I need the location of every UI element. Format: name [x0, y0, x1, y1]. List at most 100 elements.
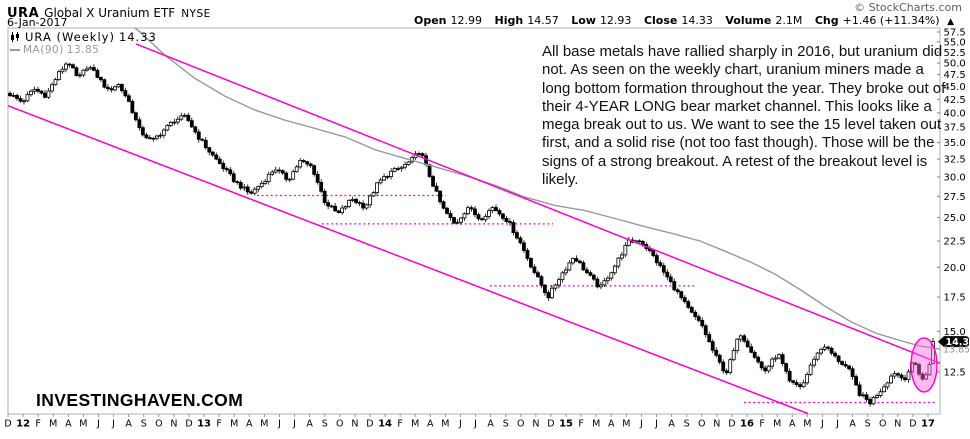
series-legend-label: URA (Weekly)	[25, 30, 115, 44]
change-up-arrow-icon: ▲	[947, 17, 954, 27]
svg-text:M: M	[441, 419, 449, 430]
close-label: Close	[643, 14, 678, 27]
svg-text:N: N	[351, 419, 358, 430]
svg-text:15.0: 15.0	[944, 327, 966, 338]
svg-text:42.5: 42.5	[944, 95, 966, 106]
svg-text:37.5: 37.5	[944, 123, 966, 134]
svg-text:14: 14	[378, 419, 392, 430]
stockcharts-copyright: © StockCharts.com	[854, 1, 962, 14]
close-value: 14.33	[681, 14, 713, 27]
svg-text:50.0: 50.0	[944, 59, 966, 70]
low-label: Low	[571, 14, 596, 27]
svg-text:D: D	[366, 419, 373, 430]
series-legend: URA (Weekly) 14.33	[10, 30, 157, 44]
svg-text:D: D	[185, 419, 192, 430]
ma-legend-value: 13.85	[66, 44, 100, 56]
svg-text:M: M	[260, 419, 268, 430]
svg-text:N: N	[532, 419, 539, 430]
svg-text:17.5: 17.5	[944, 293, 966, 304]
svg-text:A: A	[608, 419, 615, 430]
svg-text:13: 13	[197, 419, 211, 430]
svg-text:22.5: 22.5	[944, 237, 966, 248]
svg-text:N: N	[894, 419, 901, 430]
svg-text:45.0: 45.0	[944, 82, 966, 93]
svg-text:S: S	[503, 419, 509, 430]
svg-text:A: A	[427, 419, 434, 430]
svg-text:J: J	[473, 419, 477, 430]
svg-text:A: A	[849, 419, 856, 430]
svg-text:O: O	[155, 419, 162, 430]
chart-date: 6-Jan-2017	[7, 16, 68, 29]
chart-header: URA Global X Uranium ETF NYSE	[7, 2, 211, 21]
svg-text:M: M	[230, 419, 238, 430]
svg-text:D: D	[728, 419, 735, 430]
svg-text:J: J	[277, 419, 281, 430]
svg-text:A: A	[65, 419, 72, 430]
high-label: High	[494, 14, 524, 27]
svg-text:J: J	[835, 419, 839, 430]
svg-text:M: M	[622, 419, 630, 430]
svg-text:N: N	[170, 419, 177, 430]
svg-text:J: J	[654, 419, 658, 430]
investinghaven-watermark: INVESTINGHAVEN.COM	[36, 390, 244, 410]
svg-text:30.0: 30.0	[944, 172, 966, 183]
svg-text:F: F	[35, 419, 40, 430]
svg-text:M: M	[79, 419, 87, 430]
svg-text:M: M	[411, 419, 419, 430]
svg-text:M: M	[803, 419, 811, 430]
svg-text:J: J	[639, 419, 643, 430]
svg-text:A: A	[789, 419, 796, 430]
exchange-label: NYSE	[181, 8, 211, 20]
svg-text:52.5: 52.5	[944, 48, 966, 59]
svg-text:A: A	[125, 419, 132, 430]
line-swatch-icon	[10, 49, 20, 51]
svg-text:S: S	[141, 419, 147, 430]
ticker-symbol: URA	[7, 6, 40, 21]
svg-text:12: 12	[16, 419, 30, 430]
svg-text:25.0: 25.0	[944, 213, 966, 224]
low-value: 12.93	[599, 14, 632, 27]
svg-text:A: A	[487, 419, 494, 430]
svg-text:S: S	[322, 419, 328, 430]
svg-text:17: 17	[921, 419, 935, 430]
change-value: +1.46 (+11.34%)	[842, 14, 940, 27]
quote-summary-row: Open 12.99 High 14.57 Low 12.93 Close 14.33 …	[414, 14, 954, 27]
candlestick-icon	[11, 32, 19, 42]
svg-text:F: F	[578, 419, 583, 430]
svg-text:16: 16	[740, 419, 754, 430]
svg-text:14.33: 14.33	[946, 337, 970, 348]
svg-text:A: A	[246, 419, 253, 430]
svg-text:D: D	[4, 419, 11, 430]
svg-text:M: M	[773, 419, 781, 430]
svg-text:A: A	[668, 419, 675, 430]
security-name: Global X Uranium ETF	[44, 6, 176, 20]
series-legend-value: 14.33	[118, 30, 157, 44]
svg-text:55.0: 55.0	[944, 37, 966, 48]
svg-text:J: J	[292, 419, 296, 430]
svg-text:20.0: 20.0	[944, 263, 966, 274]
svg-text:M: M	[49, 419, 57, 430]
change-label: Chg	[814, 14, 839, 27]
svg-text:O: O	[336, 419, 343, 430]
svg-text:S: S	[865, 419, 871, 430]
svg-text:35.0: 35.0	[944, 138, 966, 149]
svg-text:O: O	[698, 419, 705, 430]
high-value: 14.57	[527, 14, 559, 27]
svg-text:40.0: 40.0	[944, 108, 966, 119]
ma-legend-label: MA(90)	[23, 44, 64, 56]
svg-text:N: N	[713, 419, 720, 430]
svg-text:13.85: 13.85	[943, 344, 970, 355]
svg-text:57.5: 57.5	[944, 28, 966, 39]
svg-text:F: F	[216, 419, 221, 430]
svg-text:D: D	[547, 419, 554, 430]
svg-text:15: 15	[559, 419, 573, 430]
open-value: 12.99	[450, 14, 483, 27]
svg-text:47.5: 47.5	[944, 70, 966, 81]
ma-legend: MA(90) 13.85	[10, 44, 99, 56]
open-label: Open	[413, 14, 447, 27]
svg-text:A: A	[306, 419, 313, 430]
svg-text:J: J	[96, 419, 100, 430]
svg-text:J: J	[458, 419, 462, 430]
svg-text:M: M	[592, 419, 600, 430]
